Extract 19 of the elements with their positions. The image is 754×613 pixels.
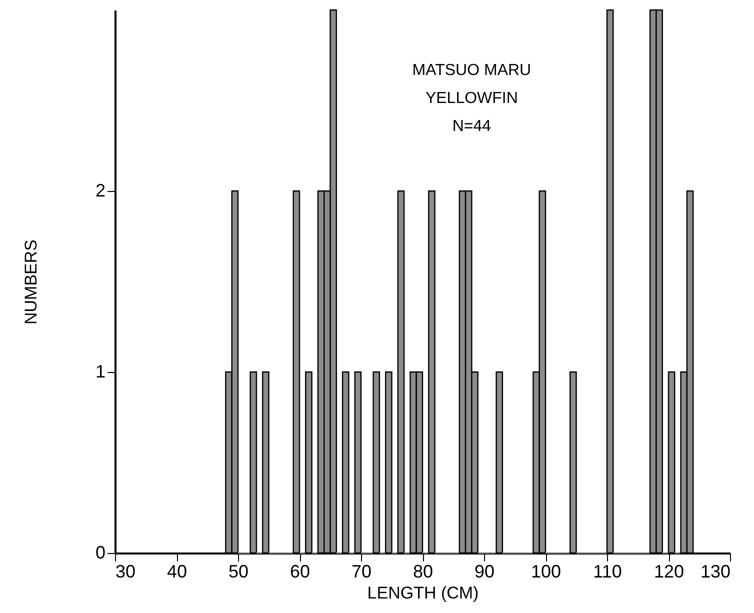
x-tick-label: 120 [654,562,684,582]
y-tick-label: 1 [95,362,106,382]
x-tick-label: 50 [228,562,249,582]
x-tick-label: 70 [351,562,372,582]
x-tick-label: 30 [116,562,136,582]
annotation: N=44 [452,118,492,135]
x-tick-label: 90 [474,562,495,582]
annotation: YELLOWFIN [425,90,518,107]
y-axis-title: NUMBERS [21,239,40,325]
x-tick-label: 130 [700,562,730,582]
x-tick-label: 80 [412,562,434,582]
y-tick-label: 2 [95,180,106,200]
x-tick-label: 100 [530,562,562,582]
y-tick-label: 0 [95,542,106,562]
annotation: MATSUO MARU [412,62,532,79]
x-tick-label: 110 [593,562,622,582]
x-tick-label: 40 [166,562,188,582]
x-axis-title: LENGTH (CM) [367,584,479,602]
x-tick-label: 60 [290,562,310,582]
